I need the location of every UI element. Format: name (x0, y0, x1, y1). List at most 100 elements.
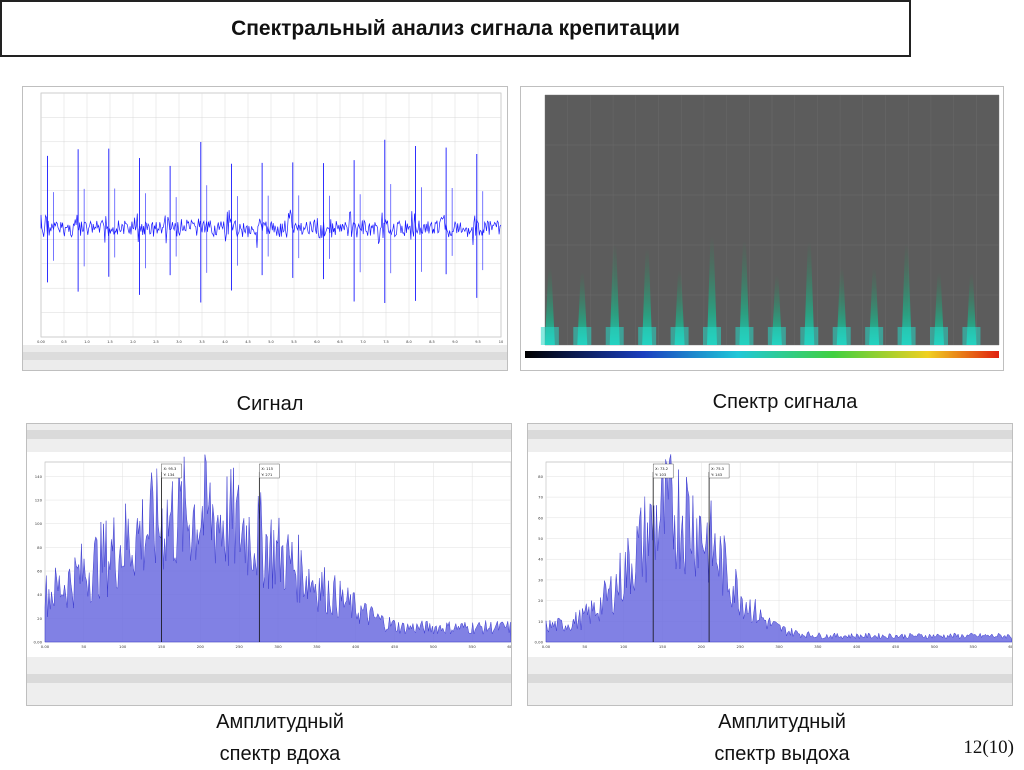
spectrogram-base-glow (605, 327, 624, 345)
y-tick-label: 140 (35, 474, 43, 479)
x-tick-label: 500 (430, 644, 438, 649)
spectrogram-column (577, 272, 588, 345)
spectrogram-column (869, 268, 880, 345)
x-tick-label: 100 (119, 644, 127, 649)
y-tick-label: 80 (538, 474, 543, 479)
signal-info-header (23, 352, 507, 360)
spectrum-info-header (27, 430, 511, 439)
caption-inhale-line2: спектр вдоха (219, 743, 341, 765)
spectrogram-base-glow (703, 327, 722, 345)
spectrogram-base-glow (670, 327, 689, 345)
spectrogram-column (934, 272, 945, 345)
x-tick-label: 8.5 (429, 340, 435, 344)
caption-inhale-line1: Амплитудный (216, 711, 344, 733)
x-tick-label: 1.5 (107, 340, 113, 344)
x-tick-label: 500 (931, 644, 939, 649)
x-tick-label: 7.0 (360, 340, 366, 344)
spectrogram-base-glow (767, 327, 786, 345)
spectrogram-base-glow (735, 327, 754, 345)
x-tick-label: 5.5 (291, 340, 297, 344)
spectrogram-column (544, 267, 555, 345)
x-tick-label: 600 (507, 644, 512, 649)
x-tick-label: 10 (499, 340, 503, 344)
y-tick-label: 30 (538, 577, 543, 582)
x-tick-label: 6.0 (314, 340, 320, 344)
x-tick-label: 3.0 (176, 340, 182, 344)
cursor-readout-x: X: 95.3 (164, 467, 177, 471)
spectrogram-column (804, 241, 815, 345)
caption-spectrum: Спектр сигнала (712, 391, 858, 413)
y-tick-label: 100 (35, 521, 43, 526)
y-tick-label: 40 (37, 592, 42, 597)
x-tick-label: 2.0 (130, 340, 136, 344)
inhale-spectrum-chart: 0.00 50 100 150 200 250 300 350 400 450 500 550 600 0… (27, 424, 512, 705)
spectrogram-column (739, 240, 750, 345)
colorbar (525, 351, 999, 358)
y-tick-label: 20 (538, 598, 543, 603)
spectrogram-base-glow (962, 327, 981, 345)
spectrum-footer-header (528, 674, 1012, 683)
y-tick-label: 70 (538, 495, 543, 500)
spectrum-footer-header (27, 674, 511, 683)
y-tick-label: 60 (37, 569, 42, 574)
spectrogram-base-glow (540, 327, 559, 345)
caption-exhale: Амплитудный спектр выдоха (672, 706, 892, 770)
cursor-readout (652, 463, 674, 479)
x-tick-label: 200 (197, 644, 205, 649)
signal-waveform-panel: 0.00 0.5 1.0 1.5 2.0 2.5 3.0 3.5 4.0 4.5 5.0 5.5 6.0… (22, 86, 508, 371)
spectrogram-base-glow (930, 327, 949, 345)
x-tick-label: 600 (1008, 644, 1013, 649)
y-tick-label: 0.00 (535, 640, 544, 645)
y-tick-label: 80 (37, 545, 42, 550)
exhale-spectrum-panel: 0.00 50 100 150 200 250 300 350 400 450 500 550 600 0… (527, 423, 1013, 706)
y-tick-label: 10 (538, 619, 543, 624)
cursor-readout-x: X: 73.2 (655, 467, 668, 471)
x-tick-label: 0.00 (41, 644, 50, 649)
spectrum-area (545, 454, 1012, 643)
cursor-readout-x: X: 115 (261, 467, 273, 471)
x-tick-label: 400 (352, 644, 360, 649)
spectrogram-column (642, 248, 653, 345)
spectrogram-column (836, 267, 847, 345)
y-tick-label: 0.00 (34, 640, 43, 645)
x-tick-label: 5.0 (268, 340, 274, 344)
x-tick-label: 3.5 (199, 340, 205, 344)
cursor-readout (161, 463, 182, 479)
x-tick-label: 300 (775, 644, 783, 649)
caption-exhale-line2: спектр выдоха (714, 743, 850, 765)
y-tick-label: 20 (37, 616, 42, 621)
y-tick-label: 120 (35, 498, 43, 503)
spectrogram-panel (520, 86, 1004, 371)
spectrogram-column (707, 236, 718, 345)
x-tick-label: 550 (469, 644, 477, 649)
x-tick-label: 2.5 (153, 340, 159, 344)
x-tick-label: 450 (391, 644, 399, 649)
x-tick-label: 250 (737, 644, 745, 649)
inhale-spectrum-panel: 0.00 50 100 150 200 250 300 350 400 450 500 550 600 0… (26, 423, 512, 706)
x-tick-label: 550 (970, 644, 978, 649)
signal-waveform-chart: 0.00 0.5 1.0 1.5 2.0 2.5 3.0 3.5 4.0 4.5 5.0 5.5 6.0… (23, 92, 507, 370)
signal-trace (40, 209, 502, 248)
x-tick-label: 300 (274, 644, 282, 649)
x-tick-label: 400 (853, 644, 861, 649)
spectrum-info-header (528, 430, 1012, 439)
x-tick-label: 200 (698, 644, 706, 649)
x-tick-label: 9.0 (452, 340, 458, 344)
x-tick-label: 250 (236, 644, 244, 649)
x-tick-label: 100 (620, 644, 628, 649)
cursor-readout-y: Y: 143 (711, 473, 722, 477)
x-tick-label: 0.00 (542, 644, 551, 649)
spectrogram-column (609, 244, 620, 345)
spectrogram-base-glow (573, 327, 592, 345)
cursor-readout (708, 463, 730, 479)
exhale-spectrum-chart: 0.00 50 100 150 200 250 300 350 400 450 500 550 600 0… (528, 424, 1013, 705)
x-tick-label: 1.0 (84, 340, 90, 344)
x-tick-label: 8.0 (406, 340, 412, 344)
caption-signal: Сигнал (236, 393, 304, 415)
spectrogram-column (674, 270, 685, 345)
x-tick-label: 50 (582, 644, 587, 649)
cursor-readout-y: Y: 103 (655, 473, 666, 477)
x-tick-label: 4.0 (222, 340, 228, 344)
x-tick-label: 7.5 (383, 340, 389, 344)
spectrogram-base-glow (865, 327, 884, 345)
